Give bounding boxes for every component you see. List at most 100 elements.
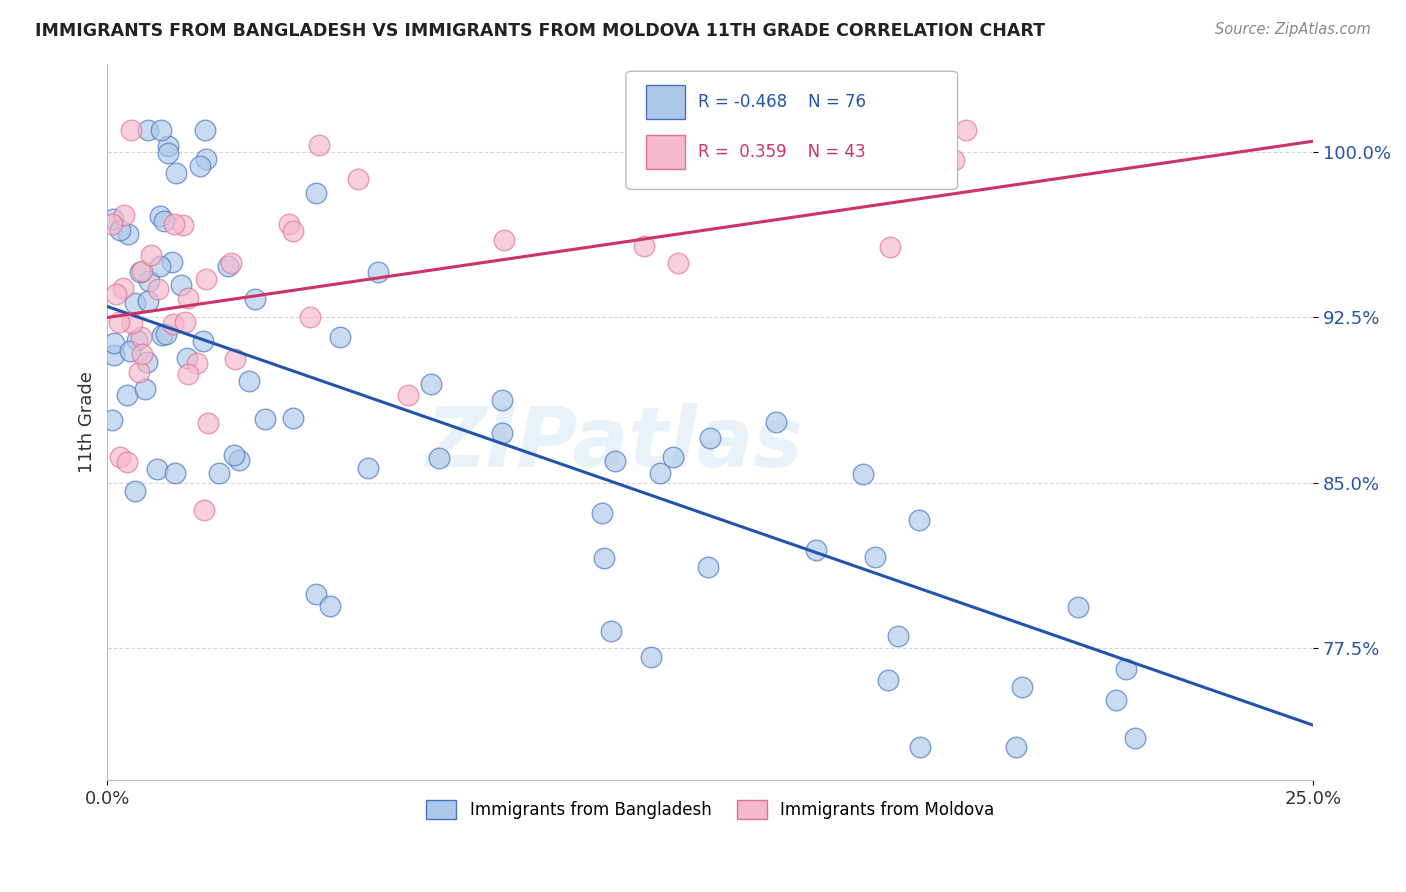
Point [103,212,125,227]
Point [217,260,239,274]
Point [177,367,200,381]
Point [108,450,131,464]
Point [219,255,242,269]
Point [103,348,125,362]
Point [427,450,450,465]
Point [600,624,623,638]
Point [121,316,143,330]
Point [117,388,139,402]
Point [804,542,827,557]
Point [136,123,159,137]
Point [697,560,720,574]
Point [367,265,389,279]
Point [186,356,208,370]
Point [136,294,159,309]
Point [1104,693,1126,707]
Point [492,233,515,247]
Point [928,123,950,137]
Point [163,217,186,231]
Point [149,259,172,273]
Point [887,630,910,644]
Point [908,740,931,755]
Point [150,327,173,342]
Text: R = -0.468    N = 76: R = -0.468 N = 76 [699,93,866,111]
Point [197,416,219,430]
Point [1067,600,1090,615]
Point [194,123,217,137]
Point [112,208,135,222]
Point [591,506,613,520]
Point [346,172,368,186]
Point [308,138,330,153]
Point [193,503,215,517]
Text: IMMIGRANTS FROM BANGLADESH VS IMMIGRANTS FROM MOLDOVA 11TH GRADE CORRELATION CHA: IMMIGRANTS FROM BANGLADESH VS IMMIGRANTS… [35,22,1045,40]
Point [172,218,194,232]
Point [224,449,246,463]
Point [593,550,616,565]
Point [879,240,901,254]
Bar [647,85,685,120]
Point [149,123,172,137]
Point [319,599,342,613]
Point [1123,731,1146,745]
Text: ZIPatlas: ZIPatlas [425,403,803,484]
Text: R =  0.359    N = 43: R = 0.359 N = 43 [699,143,866,161]
Point [146,461,169,475]
Point [491,425,513,440]
Point [243,292,266,306]
Point [155,326,177,341]
Point [208,466,231,480]
Point [942,153,965,167]
Point [101,413,124,427]
Point [815,128,838,142]
Point [120,343,142,358]
Point [640,650,662,665]
Point [877,673,900,687]
Point [769,147,792,161]
Text: Source: ZipAtlas.com: Source: ZipAtlas.com [1215,22,1371,37]
Point [131,347,153,361]
Point [666,256,689,270]
Point [165,166,187,180]
Point [163,466,186,480]
Point [329,330,352,344]
Point [955,123,977,137]
Point [357,461,380,475]
Point [117,227,139,242]
Point [605,453,627,467]
Point [190,159,212,173]
Point [160,255,183,269]
Point [193,334,215,349]
Point [115,454,138,468]
Point [152,213,174,227]
Point [131,264,153,278]
FancyBboxPatch shape [626,71,957,189]
Point [278,217,301,231]
Point [305,587,328,601]
Point [104,286,127,301]
Point [281,411,304,425]
Point [136,354,159,368]
Point [254,411,277,425]
Point [1004,740,1026,755]
Point [298,310,321,324]
Point [228,453,250,467]
Point [170,277,193,292]
Point [1115,662,1137,676]
Point [865,550,887,565]
Point [101,218,124,232]
Point [633,239,655,253]
Point [238,375,260,389]
Point [128,365,150,379]
Point [648,466,671,480]
Legend: Immigrants from Bangladesh, Immigrants from Moldova: Immigrants from Bangladesh, Immigrants f… [420,793,1001,826]
Point [124,484,146,499]
Point [149,209,172,223]
Point [156,139,179,153]
Point [129,265,152,279]
Bar [647,135,685,169]
Point [125,333,148,347]
Y-axis label: 11th Grade: 11th Grade [79,371,96,473]
Point [224,352,246,367]
Point [124,295,146,310]
